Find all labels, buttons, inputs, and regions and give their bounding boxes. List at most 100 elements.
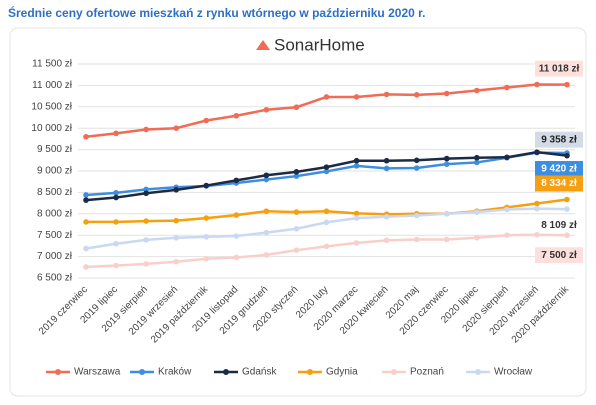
data-point <box>113 219 119 225</box>
y-tick-label: 11 500 zł <box>32 59 73 70</box>
series-line <box>85 207 568 250</box>
data-point <box>293 209 300 215</box>
data-point <box>474 154 480 161</box>
data-point <box>323 94 330 100</box>
data-point <box>474 209 480 215</box>
data-point <box>113 240 119 247</box>
logo: SonarHome <box>274 35 365 54</box>
data-point <box>443 155 450 162</box>
value-label: 7 500 zł <box>541 250 577 261</box>
data-point <box>383 213 390 220</box>
data-point <box>383 157 390 164</box>
data-point <box>413 236 420 243</box>
x-tick-label: 2020 październik <box>510 284 572 346</box>
y-tick-label: 8 000 zł <box>37 208 73 219</box>
data-point <box>203 215 210 221</box>
data-point <box>263 176 270 183</box>
data-point <box>323 208 330 215</box>
legend-label: Warszawa <box>74 367 121 378</box>
data-point <box>203 117 210 124</box>
data-point <box>293 104 300 111</box>
data-point <box>413 165 420 171</box>
data-point <box>323 168 330 175</box>
value-label: 8 109 zł <box>541 220 577 231</box>
data-point <box>173 258 179 265</box>
logo-icon <box>256 40 270 50</box>
data-point <box>564 206 570 212</box>
data-point <box>173 234 179 241</box>
data-point <box>534 200 540 207</box>
y-tick-label: 9 000 zł <box>37 166 73 177</box>
data-point <box>113 130 119 137</box>
data-point <box>353 240 360 246</box>
y-tick-label: 9 500 zł <box>37 144 73 155</box>
data-point <box>443 90 450 97</box>
data-point <box>143 218 149 224</box>
data-point <box>564 81 570 88</box>
y-tick-label: 11 000 zł <box>32 80 73 91</box>
data-point <box>534 149 540 155</box>
data-point <box>504 206 510 213</box>
legend-marker <box>55 369 61 375</box>
value-label: 8 334 zł <box>541 178 577 189</box>
data-point <box>474 87 480 94</box>
data-point <box>443 211 450 217</box>
value-label-box <box>535 175 583 192</box>
data-point <box>504 232 510 238</box>
data-point <box>353 210 360 217</box>
data-point <box>443 236 450 243</box>
data-point <box>113 262 119 269</box>
data-point <box>263 208 270 215</box>
data-point <box>504 154 510 161</box>
data-point <box>173 125 179 131</box>
data-point <box>413 92 420 98</box>
data-point <box>383 237 390 244</box>
y-tick-label: 6 500 zł <box>37 273 73 284</box>
data-point <box>173 217 179 224</box>
data-point <box>143 190 149 197</box>
y-tick-label: 10 000 zł <box>31 123 72 134</box>
chart-title: Średnie ceny ofertowe mieszkań z rynku w… <box>8 5 425 20</box>
data-point <box>83 197 89 203</box>
data-point <box>263 252 270 258</box>
legend-marker <box>475 369 481 375</box>
legend-label: Poznań <box>410 367 444 378</box>
y-tick-label: 7 000 zł <box>37 251 73 262</box>
data-point <box>113 190 119 196</box>
data-point <box>83 245 89 252</box>
data-point <box>564 196 570 203</box>
legend-label: Kraków <box>158 367 192 378</box>
value-label-box <box>535 161 583 178</box>
data-point <box>383 91 390 98</box>
value-label-box <box>535 247 583 264</box>
data-point <box>233 233 240 239</box>
value-label: 9 420 zł <box>541 164 577 175</box>
value-label-box <box>535 131 583 148</box>
data-point <box>353 215 360 221</box>
data-point <box>263 229 270 236</box>
series-line <box>85 83 568 139</box>
data-point <box>443 161 450 167</box>
data-point <box>353 157 360 164</box>
data-point <box>353 163 360 169</box>
data-point <box>263 172 270 179</box>
data-point <box>233 212 240 218</box>
value-label: 9 358 zł <box>541 134 577 145</box>
data-point <box>263 106 270 113</box>
data-point <box>564 152 570 159</box>
legend-label: Gdańsk <box>242 367 277 378</box>
legend-marker <box>391 369 397 375</box>
legend-label: Gdynia <box>326 367 358 378</box>
data-point <box>534 205 540 212</box>
data-point <box>293 225 300 232</box>
data-point <box>233 112 240 119</box>
data-point <box>323 219 330 226</box>
data-point <box>293 247 300 253</box>
data-point <box>203 234 210 240</box>
data-point <box>143 261 149 267</box>
y-tick-label: 7 500 zł <box>37 230 73 241</box>
legend-marker <box>139 369 145 375</box>
legend-label: Wrocław <box>494 367 533 378</box>
data-point <box>203 255 210 262</box>
